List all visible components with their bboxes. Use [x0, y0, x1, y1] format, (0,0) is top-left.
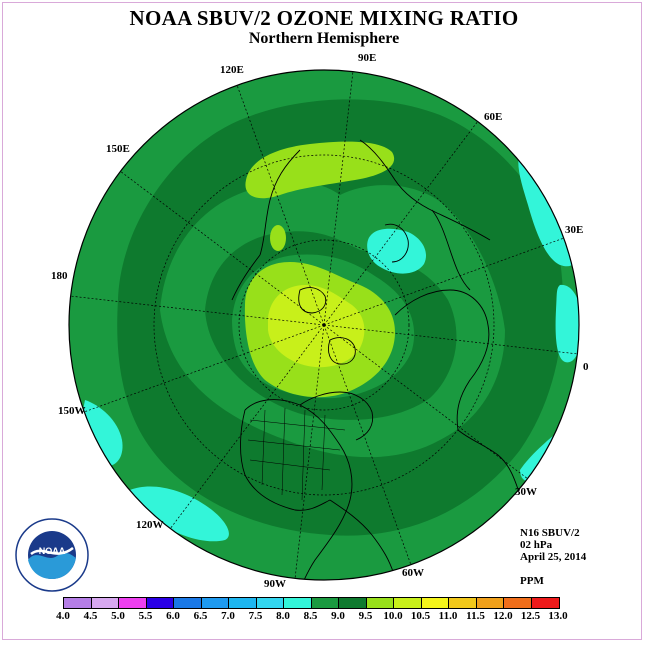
ozone-field-9-0-small: [270, 225, 286, 251]
ozone-field-7-5-southwest: [129, 486, 229, 542]
colorbar-tick-label: 12.0: [493, 610, 513, 622]
globe-boundary: [68, 69, 580, 581]
colorbar-segment: [201, 598, 229, 608]
lon-label-30e: 30E: [565, 224, 583, 236]
colorbar-segment: [229, 598, 257, 608]
figure-frame: [2, 2, 642, 640]
lon-label-60e: 60E: [484, 111, 502, 123]
colorbar-segment: [504, 598, 532, 608]
coastlines: [231, 139, 521, 580]
lon-label-150e: 150E: [106, 143, 130, 155]
lon-label-30w: 30W: [515, 486, 537, 498]
colorbar-segment: [146, 598, 174, 608]
colorbar-tick-label: 12.5: [520, 610, 541, 622]
colorbar-tick-label: 7.0: [221, 610, 235, 622]
latitude-circles: [153, 154, 495, 496]
info-level: 02 hPa: [520, 539, 553, 551]
colorbar-segment: [64, 598, 92, 608]
colorbar-tick-label: 11.0: [438, 610, 458, 622]
colorbar-segment: [311, 598, 339, 608]
political-boundaries: [247, 407, 346, 501]
ozone-field-9-0-upper: [245, 141, 395, 199]
lon-label-60w: 60W: [402, 567, 424, 579]
colorbar-segment: [339, 598, 367, 608]
colorbar-tick-label: 4.5: [83, 610, 98, 622]
lon-label-90w: 90W: [264, 578, 286, 590]
colorbar-segment: [91, 598, 119, 608]
colorbar-tick-label: 5.5: [138, 610, 153, 622]
colorbar-segment: [119, 598, 147, 608]
ozone-field-7-5-east-mid: [555, 284, 579, 363]
info-satellite: N16 SBUV/2: [520, 527, 580, 539]
colorbar-tick-label: 4.0: [56, 610, 70, 622]
colorbar-tick-label: 11.5: [466, 610, 485, 622]
ozone-field-7-5-eurasia: [367, 228, 427, 274]
page-subtitle: Northern Hemisphere: [248, 30, 400, 47]
colorbar-tick-label: 10.5: [410, 610, 431, 622]
noaa-logo: NOAA: [15, 518, 89, 592]
colorbar-segment: [256, 598, 284, 608]
colorbar-segment: [394, 598, 422, 608]
ozone-field-9-5-polar: [268, 285, 365, 368]
page-title: NOAA SBUV/2 OZONE MIXING RATIO: [129, 6, 519, 30]
colorbar: [63, 597, 560, 609]
lon-label-180: 180: [51, 270, 68, 282]
colorbar-segment: [476, 598, 504, 608]
colorbar-segment: [449, 598, 477, 608]
colorbar-tick-label: 13.0: [548, 610, 568, 622]
colorbar-tick-label: 9.0: [331, 610, 345, 622]
colorbar-tick-label: 8.5: [303, 610, 318, 622]
colorbar-tick-label: 5.0: [111, 610, 125, 622]
colorbar-tick-label: 6.0: [166, 610, 180, 622]
colorbar-segment: [421, 598, 449, 608]
lon-label-120w: 120W: [136, 519, 164, 531]
info-date: April 25, 2014: [520, 551, 587, 563]
meridians: [69, 70, 579, 580]
colorbar-ticks: 4.0 4.5 5.0 5.5 6.0 6.5 7.0 7.5 8.0 8.5 9.0 9.5 10.0…: [0, 610, 648, 624]
colorbar-tick-label: 10.0: [383, 610, 403, 622]
colorbar-segment: [531, 598, 559, 608]
colorbar-segment: [174, 598, 202, 608]
lon-label-90e: 90E: [358, 52, 376, 64]
lon-label-120e: 120E: [220, 64, 244, 76]
colorbar-tick-label: 7.5: [248, 610, 263, 622]
lon-label-0: 0: [583, 361, 589, 373]
colorbar-segment: [284, 598, 312, 608]
info-units: PPM: [520, 575, 544, 587]
lon-label-150w: 150W: [58, 405, 86, 417]
svg-text:NOAA: NOAA: [39, 546, 66, 556]
colorbar-segment: [366, 598, 394, 608]
colorbar-tick-label: 8.0: [276, 610, 290, 622]
colorbar-tick-label: 6.5: [193, 610, 208, 622]
colorbar-tick-label: 9.5: [358, 610, 373, 622]
